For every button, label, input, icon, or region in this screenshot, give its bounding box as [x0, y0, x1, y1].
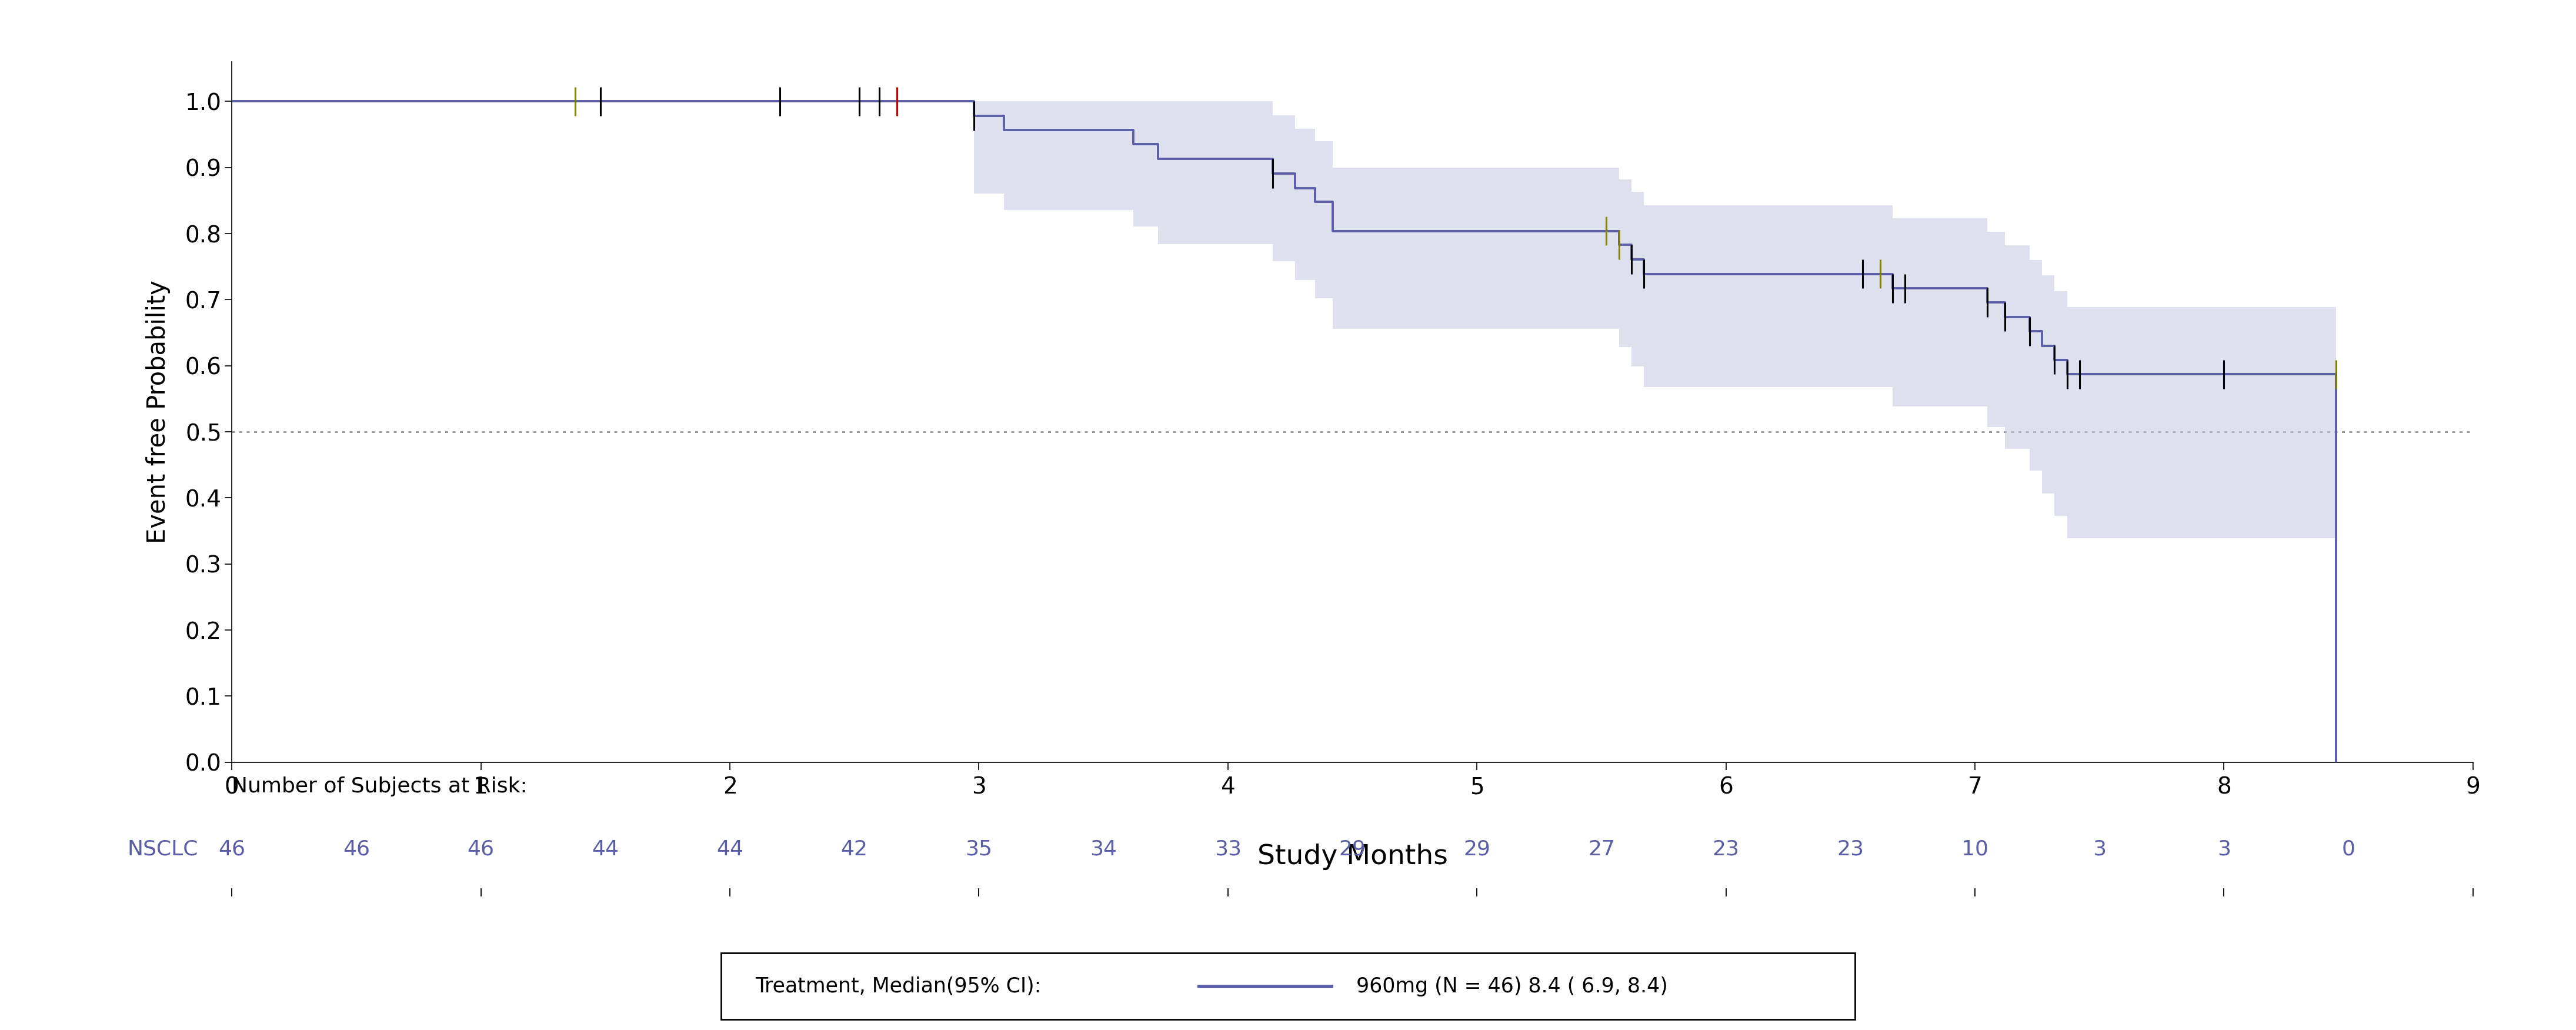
Text: 10: 10 — [1960, 839, 1989, 859]
Text: 960mg (N = 46) 8.4 ( 6.9, 8.4): 960mg (N = 46) 8.4 ( 6.9, 8.4) — [1355, 976, 1667, 996]
Text: 34: 34 — [1090, 839, 1118, 859]
Text: 29: 29 — [1340, 839, 1365, 859]
Text: 44: 44 — [592, 839, 618, 859]
Text: Treatment, Median(95% CI):: Treatment, Median(95% CI): — [755, 976, 1041, 996]
Text: NSCLC: NSCLC — [126, 839, 198, 859]
Text: 35: 35 — [966, 839, 992, 859]
Text: 42: 42 — [840, 839, 868, 859]
X-axis label: Study Months: Study Months — [1257, 844, 1448, 870]
Y-axis label: Event free Probability: Event free Probability — [147, 280, 170, 544]
Text: 46: 46 — [219, 839, 245, 859]
Text: 46: 46 — [343, 839, 371, 859]
Text: 3: 3 — [2092, 839, 2107, 859]
Text: 23: 23 — [1713, 839, 1739, 859]
Text: 23: 23 — [1837, 839, 1865, 859]
Text: 0: 0 — [2342, 839, 2354, 859]
Text: 3: 3 — [2218, 839, 2231, 859]
Text: 33: 33 — [1213, 839, 1242, 859]
Text: 27: 27 — [1587, 839, 1615, 859]
FancyBboxPatch shape — [721, 953, 1855, 1020]
Text: 29: 29 — [1463, 839, 1492, 859]
Text: 46: 46 — [466, 839, 495, 859]
Text: Number of Subjects at Risk:: Number of Subjects at Risk: — [232, 777, 528, 796]
Text: 44: 44 — [716, 839, 744, 859]
